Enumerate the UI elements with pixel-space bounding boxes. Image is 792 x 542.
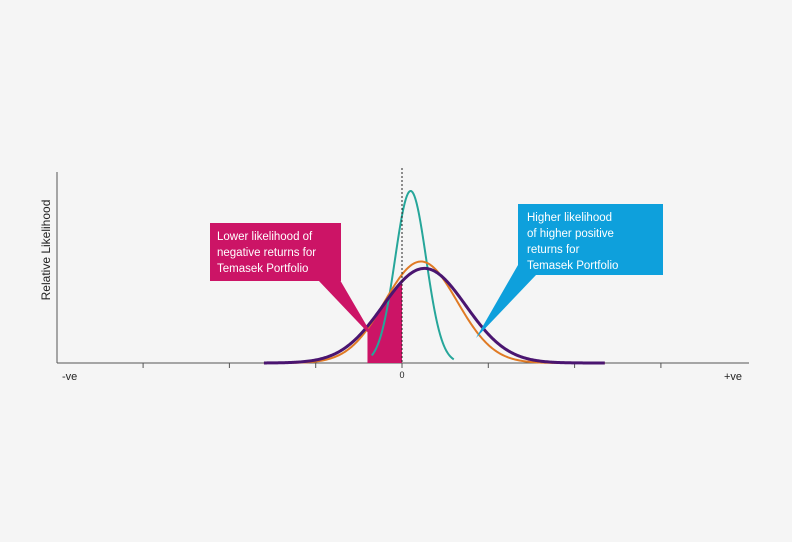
distribution-curves (263, 190, 606, 365)
positive-callout-pointer (476, 265, 536, 338)
series-line-2 (263, 266, 606, 365)
x-axis-ticks (142, 363, 662, 368)
positive-returns-callout: Higher likelihood of higher positive ret… (476, 204, 663, 338)
x-tick-label-zero: 0 (399, 370, 404, 380)
positive-callout-box (518, 204, 663, 275)
positive-callout-line-2: of higher positive (527, 228, 614, 240)
positive-callout-line-4: Temasek Portfolio (527, 260, 618, 272)
negative-callout-pointer (318, 280, 375, 340)
y-axis-label: Relative Likelihood (39, 200, 53, 301)
x-tick-label-negative: -ve (62, 371, 77, 383)
series-line-0 (371, 190, 455, 361)
positive-callout-line-1: Higher likelihood (527, 212, 612, 224)
negative-callout-line-1: Lower likelihood of (217, 231, 313, 243)
negative-returns-callout: Lower likelihood of negative returns for… (210, 223, 375, 340)
negative-callout-line-2: negative returns for (217, 247, 316, 259)
negative-callout-line-3: Temasek Portfolio (217, 263, 308, 275)
negative-callout-box (210, 223, 341, 281)
positive-callout-line-3: returns for (527, 244, 580, 256)
x-tick-label-positive: +ve (724, 371, 742, 383)
